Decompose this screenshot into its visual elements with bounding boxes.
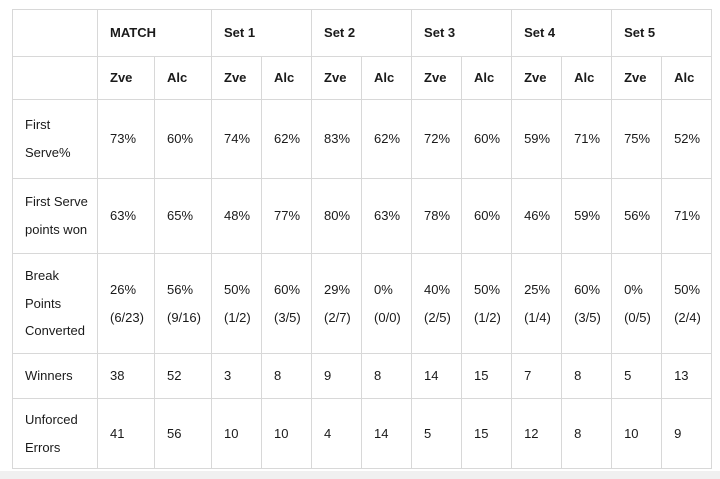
player-header-zve: Zve [611, 56, 663, 100]
stat-cell: 4 [311, 398, 363, 469]
corner-cell [12, 56, 98, 100]
stat-cell: 26% (6/23) [97, 253, 155, 354]
stat-cell: 14 [411, 353, 463, 399]
stat-cell: 63% [361, 178, 413, 254]
player-header-alc: Alc [361, 56, 413, 100]
stat-cell: 50% (2/4) [661, 253, 713, 354]
stat-cell: 75% [611, 99, 663, 179]
stat-cell: 83% [311, 99, 363, 179]
stat-cell: 60% (3/5) [261, 253, 313, 354]
row-label: First Serve% [12, 99, 98, 179]
stat-cell: 59% [511, 99, 563, 179]
stat-cell: 8 [561, 398, 613, 469]
col-group-set5: Set 5 [611, 9, 713, 57]
stat-cell: 80% [311, 178, 363, 254]
stat-cell: 5 [611, 353, 663, 399]
stat-cell: 3 [211, 353, 263, 399]
stat-cell: 60% [461, 99, 513, 179]
stat-cell: 50% (1/2) [211, 253, 263, 354]
stat-cell: 77% [261, 178, 313, 254]
player-header-zve: Zve [511, 56, 563, 100]
stat-cell: 8 [361, 353, 413, 399]
stat-cell: 72% [411, 99, 463, 179]
player-header-alc: Alc [153, 56, 213, 100]
stat-cell: 56% (9/16) [153, 253, 213, 354]
match-stats-table: MATCH Set 1 Set 2 Set 3 Set 4 Set 5 Zve … [12, 9, 713, 469]
stat-cell: 62% [261, 99, 313, 179]
stat-cell: 56% [611, 178, 663, 254]
bottom-strip-divider [0, 471, 720, 479]
stat-cell: 13 [661, 353, 713, 399]
table-row-first-serve-pct: First Serve% 73% 60% 74% 62% 83% 62% 72%… [12, 99, 713, 179]
player-header-alc: Alc [261, 56, 313, 100]
player-header-zve: Zve [211, 56, 263, 100]
stat-cell: 59% [561, 178, 613, 254]
player-header-alc: Alc [661, 56, 713, 100]
stat-cell: 29% (2/7) [311, 253, 363, 354]
col-group-set1: Set 1 [211, 9, 313, 57]
col-group-set3: Set 3 [411, 9, 513, 57]
stat-cell: 52% [661, 99, 713, 179]
col-group-match: MATCH [96, 9, 213, 57]
stat-cell: 73% [97, 99, 155, 179]
stat-cell: 5 [411, 398, 463, 469]
stat-cell: 10 [211, 398, 263, 469]
stat-cell: 60% [153, 99, 213, 179]
row-label: First Serve points won [12, 178, 98, 254]
stat-cell: 14 [361, 398, 413, 469]
stat-cell: 9 [311, 353, 363, 399]
stat-cell: 38 [97, 353, 155, 399]
stat-cell: 48% [211, 178, 263, 254]
stat-cell: 78% [411, 178, 463, 254]
stat-cell: 7 [511, 353, 563, 399]
stat-cell: 9 [661, 398, 713, 469]
player-header-zve: Zve [411, 56, 463, 100]
player-header-alc: Alc [561, 56, 613, 100]
stat-cell: 62% [361, 99, 413, 179]
stat-cell: 0% (0/5) [611, 253, 663, 354]
stat-cell: 0% (0/0) [361, 253, 413, 354]
table-row-winners: Winners 38 52 3 8 9 8 14 15 7 8 5 13 [12, 353, 713, 399]
player-header-zve: Zve [97, 56, 155, 100]
row-label: Unforced Errors [12, 398, 98, 469]
stat-cell: 10 [261, 398, 313, 469]
stat-cell: 50% (1/2) [461, 253, 513, 354]
col-group-set4: Set 4 [511, 9, 613, 57]
player-header-row: Zve Alc Zve Alc Zve Alc Zve Alc Zve Alc … [12, 56, 713, 100]
stat-cell: 60% (3/5) [561, 253, 613, 354]
row-label: Break Points Converted [12, 253, 98, 354]
stat-cell: 15 [461, 398, 513, 469]
row-label: Winners [12, 353, 98, 399]
table-row-unforced-errors: Unforced Errors 41 56 10 10 4 14 5 15 12… [12, 398, 713, 469]
player-header-zve: Zve [311, 56, 363, 100]
column-group-header-row: MATCH Set 1 Set 2 Set 3 Set 4 Set 5 [12, 9, 713, 57]
table-row-first-serve-points-won: First Serve points won 63% 65% 48% 77% 8… [12, 178, 713, 254]
corner-cell [12, 9, 98, 57]
stat-cell: 10 [611, 398, 663, 469]
stat-cell: 40% (2/5) [411, 253, 463, 354]
stat-cell: 8 [561, 353, 613, 399]
stat-cell: 63% [97, 178, 155, 254]
stat-cell: 12 [511, 398, 563, 469]
stat-cell: 8 [261, 353, 313, 399]
stat-cell: 46% [511, 178, 563, 254]
table-row-break-points-converted: Break Points Converted 26% (6/23) 56% (9… [12, 253, 713, 354]
player-header-alc: Alc [461, 56, 513, 100]
col-group-set2: Set 2 [311, 9, 413, 57]
stat-cell: 65% [153, 178, 213, 254]
stat-cell: 25% (1/4) [511, 253, 563, 354]
stat-cell: 52 [153, 353, 213, 399]
stat-cell: 71% [661, 178, 713, 254]
stat-cell: 71% [561, 99, 613, 179]
stat-cell: 56 [153, 398, 213, 469]
stat-cell: 15 [461, 353, 513, 399]
stat-cell: 60% [461, 178, 513, 254]
stat-cell: 74% [211, 99, 263, 179]
stat-cell: 41 [97, 398, 155, 469]
